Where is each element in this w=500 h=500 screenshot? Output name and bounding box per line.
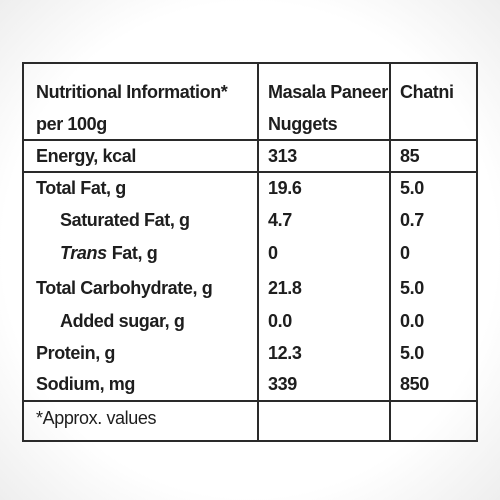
value-cell: 0.0	[400, 311, 424, 331]
header-cell: Nuggets	[268, 114, 338, 134]
table-border	[22, 62, 478, 64]
value-cell: 21.8	[268, 278, 302, 298]
header-cell: Masala Paneer	[268, 82, 388, 102]
value-cell: 0	[400, 243, 410, 263]
value-cell: 5.0	[400, 343, 424, 363]
nutrient-label: Sodium, mg	[36, 374, 135, 394]
value-cell: 339	[268, 374, 297, 394]
table-border	[476, 62, 478, 442]
value-cell: 0	[268, 243, 278, 263]
value-cell: 5.0	[400, 278, 424, 298]
footnote: *Approx. values	[36, 408, 157, 428]
value-cell: 5.0	[400, 178, 424, 198]
value-cell: 850	[400, 374, 429, 394]
value-cell: 12.3	[268, 343, 302, 363]
label-text: Fat, g	[111, 243, 158, 263]
nutrient-label: Total Fat, g	[36, 178, 126, 198]
value-cell: 313	[268, 146, 297, 166]
header-cell: per 100g	[36, 114, 107, 134]
nutrient-label: Saturated Fat, g	[60, 210, 190, 230]
column-divider	[389, 62, 391, 442]
nutrient-label: Protein, g	[36, 343, 116, 363]
nutrient-label: Total Carbohydrate, g	[36, 278, 213, 298]
header-cell: Nutritional Information*	[36, 82, 228, 102]
value-cell: 19.6	[268, 178, 302, 198]
row-divider	[22, 400, 478, 402]
value-cell: 85	[400, 146, 420, 166]
value-cell: 0.0	[268, 311, 292, 331]
header-cell: Chatni	[400, 82, 454, 102]
row-divider	[22, 171, 478, 173]
nutrient-label: Trans Fat, g	[60, 243, 158, 263]
column-divider	[257, 62, 259, 442]
table-border	[22, 440, 478, 442]
value-cell: 4.7	[268, 210, 292, 230]
nutrient-label: Energy, kcal	[36, 146, 136, 166]
nutrient-label: Added sugar, g	[60, 311, 185, 331]
table-border	[22, 62, 24, 442]
row-divider	[22, 139, 478, 141]
italic-text: Trans	[60, 243, 107, 263]
value-cell: 0.7	[400, 210, 424, 230]
